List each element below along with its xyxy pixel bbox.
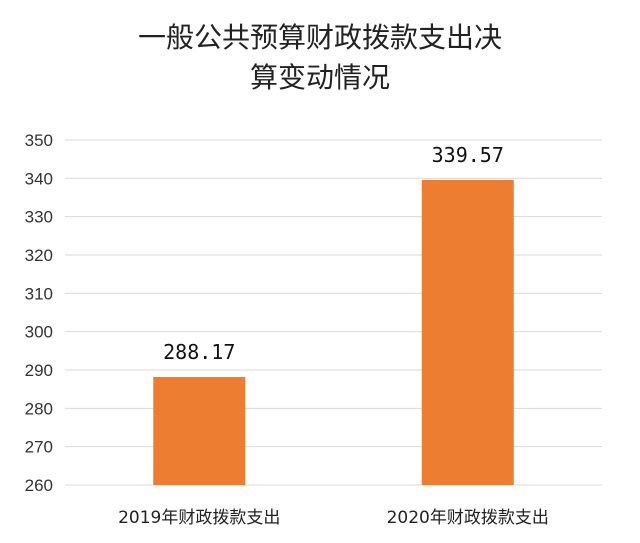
y-tick-label: 340 (25, 169, 53, 188)
y-tick-label: 270 (25, 438, 53, 457)
data-label: 288.17 (163, 340, 235, 364)
y-tick-label: 330 (25, 208, 53, 227)
bar (153, 377, 246, 485)
x-category-label: 2020年财政拨款支出 (387, 508, 549, 528)
chart-title-line-2: 算变动情况 (249, 61, 390, 94)
y-tick-label: 320 (25, 246, 53, 265)
x-category-label: 2019年财政拨款支出 (118, 508, 280, 528)
data-label: 339.57 (432, 143, 504, 167)
chart-title: 一般公共预算财政拨款支出决 算变动情况 (0, 18, 640, 98)
y-tick-label: 260 (25, 476, 53, 495)
y-tick-label: 310 (25, 284, 53, 303)
chart-title-line-1: 一般公共预算财政拨款支出决 (137, 21, 502, 54)
y-tick-label: 290 (25, 361, 53, 380)
y-tick-label: 300 (25, 323, 53, 342)
bar (421, 179, 514, 485)
y-tick-label: 280 (25, 399, 53, 418)
y-tick-label: 350 (25, 131, 53, 150)
